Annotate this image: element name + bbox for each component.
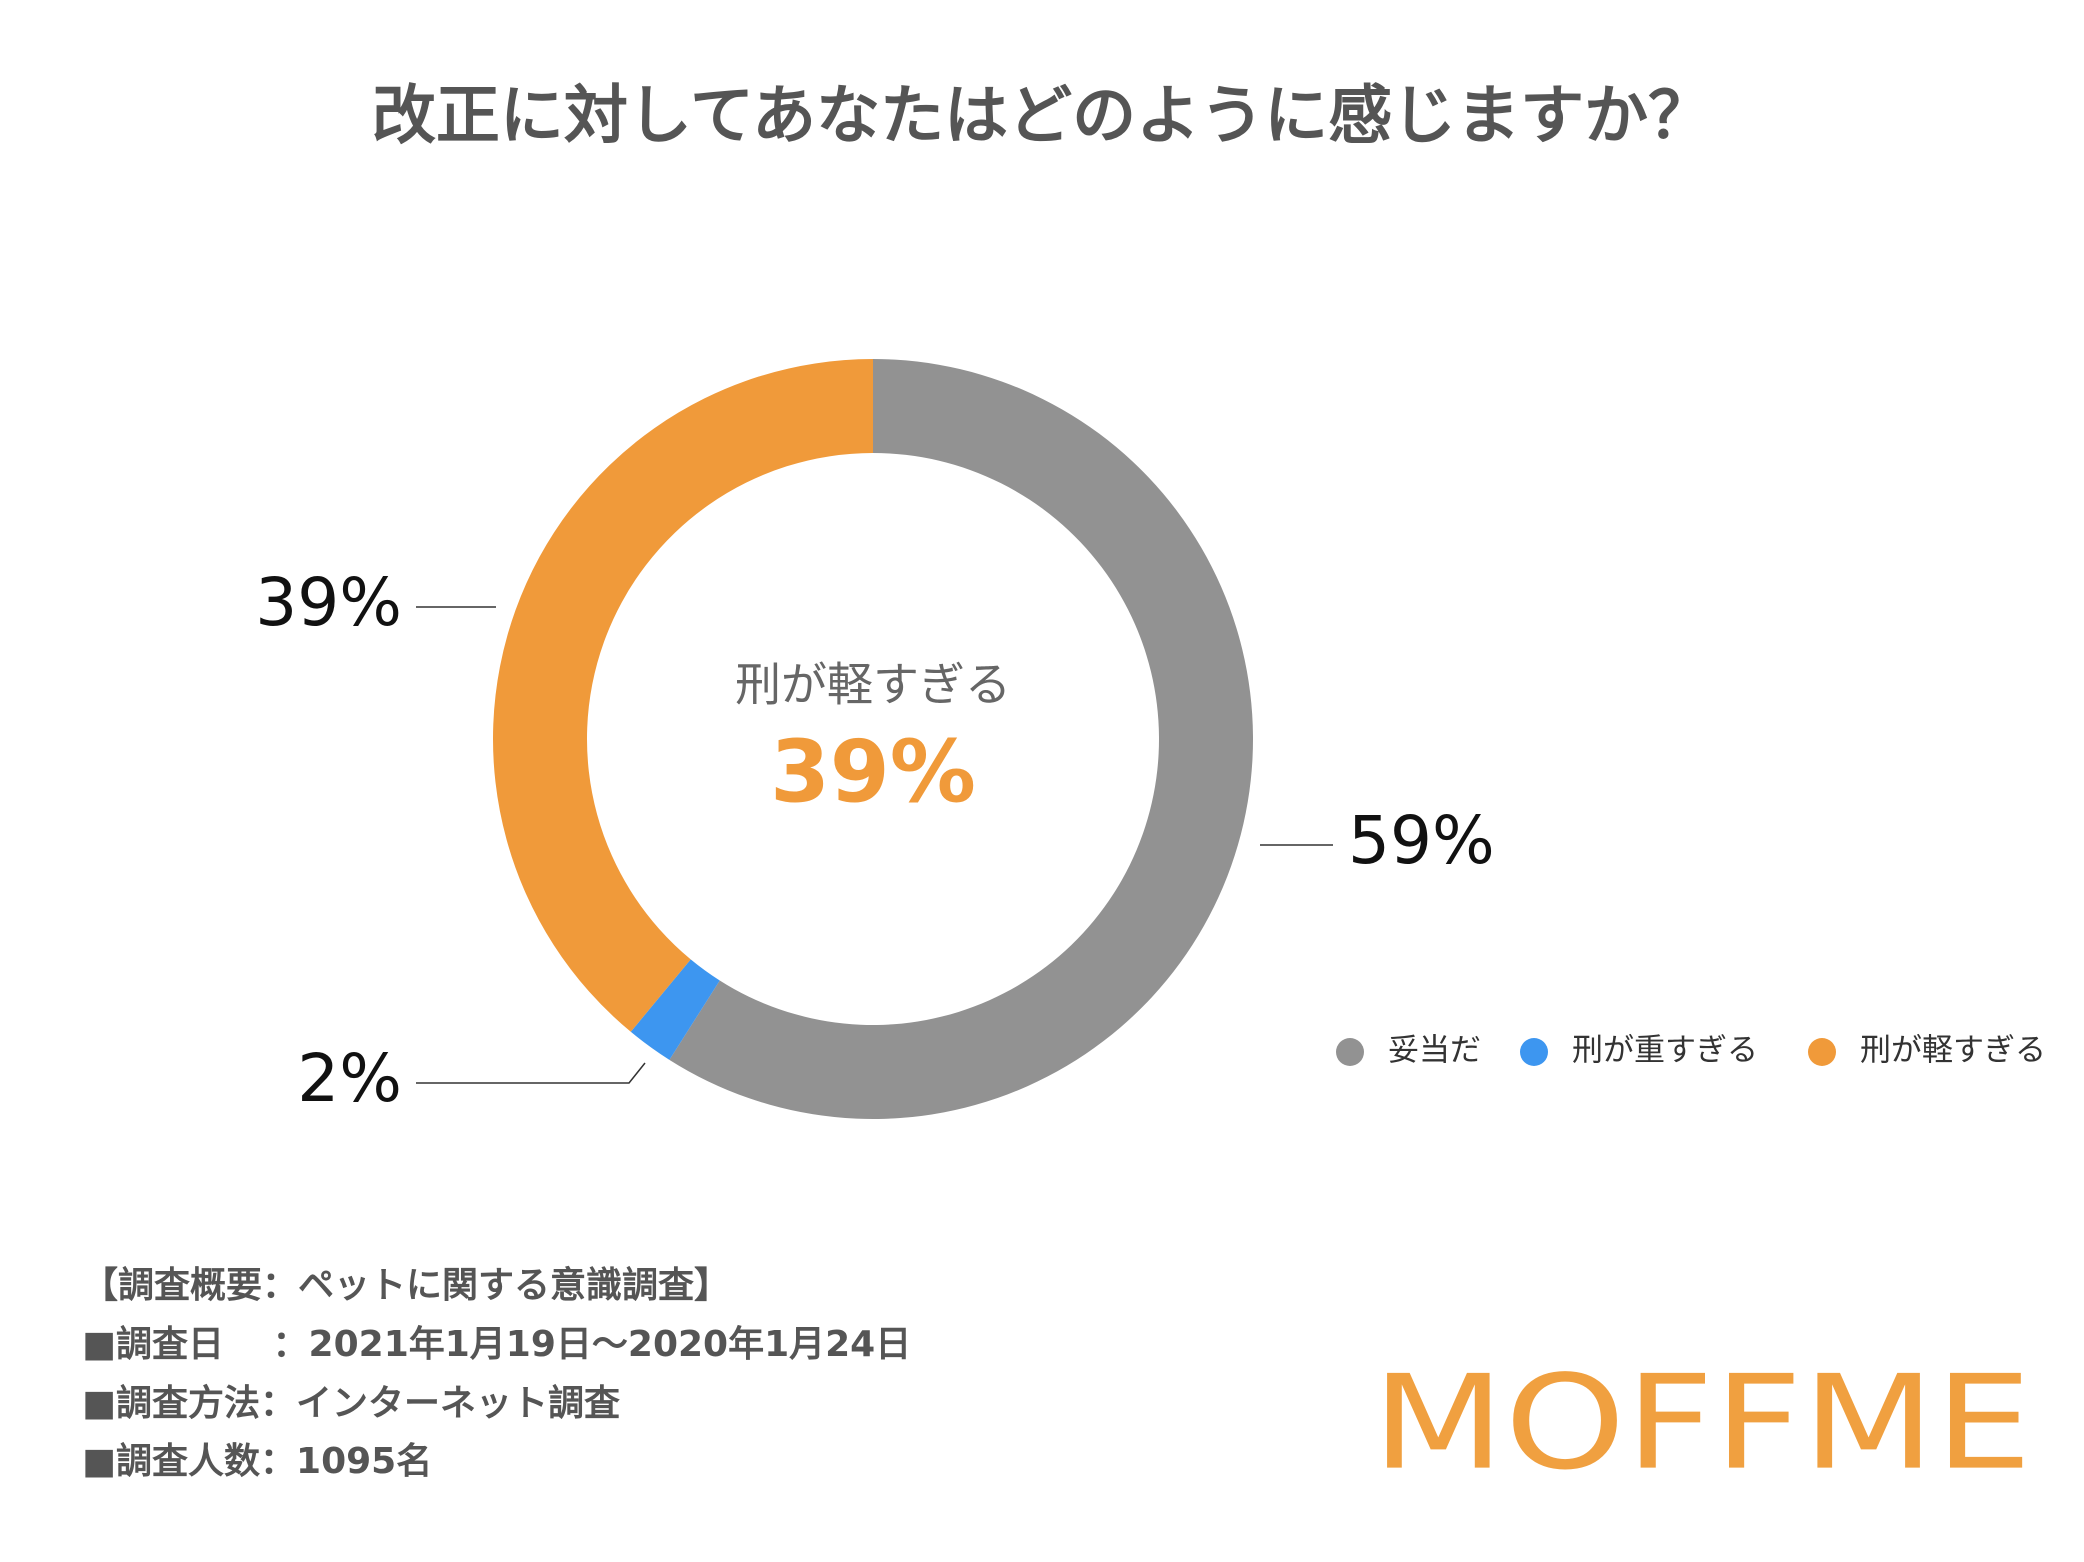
legend-label: 刑が重すぎる: [1572, 1033, 1758, 1069]
center-value: 39%: [770, 722, 976, 822]
legend-label: 妥当だ: [1388, 1033, 1481, 1069]
value-label: 2%: [297, 1040, 402, 1117]
chart-title: 改正に対してあなたはどのように感じますか？: [372, 80, 1712, 154]
donut-slice: [630, 959, 720, 1060]
footer-line: ■調査人数：1095名: [82, 1441, 432, 1482]
footer-line: ■調査日 ：2021年1月19日〜2020年1月24日: [82, 1324, 911, 1365]
center-label: 刑が軽すぎる: [735, 658, 1011, 712]
donut-slice: [669, 359, 1253, 1119]
leader-line: [416, 1062, 646, 1084]
legend-marker: [1520, 1038, 1548, 1066]
legend-label: 刑が軽すぎる: [1860, 1033, 2046, 1069]
legend-marker: [1336, 1038, 1364, 1066]
footer-line: ■調査方法：インターネット調査: [82, 1383, 620, 1424]
value-label: 39%: [255, 564, 402, 641]
value-label: 59%: [1348, 802, 1495, 879]
donut-slice: [493, 359, 873, 1032]
footer-line: 【調査概要：ペットに関する意識調査】: [82, 1265, 730, 1306]
logo: MOFFME: [1372, 1347, 2032, 1499]
legend-marker: [1808, 1038, 1836, 1066]
